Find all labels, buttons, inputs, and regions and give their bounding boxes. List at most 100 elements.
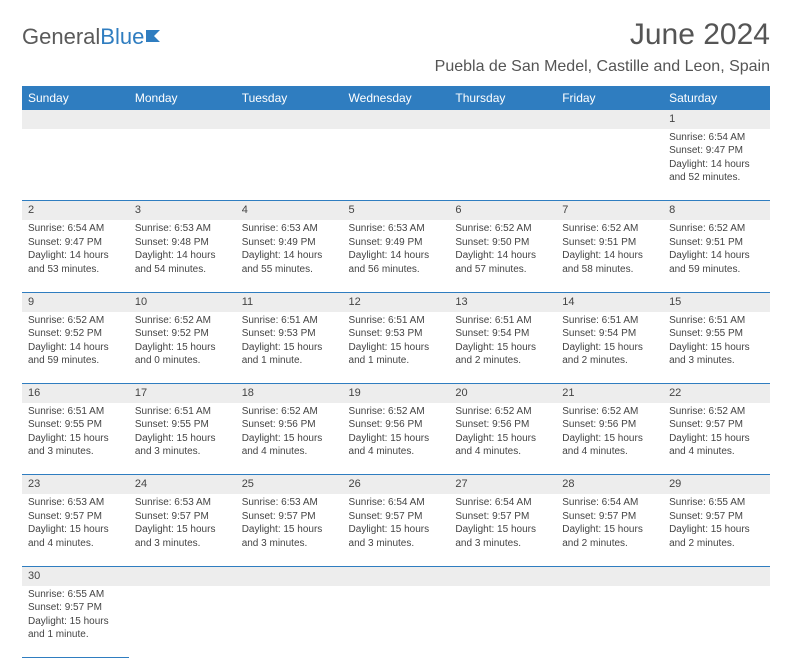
daylight-text: Daylight: 15 hours and 3 minutes. — [242, 523, 337, 550]
day-cell: Sunrise: 6:52 AMSunset: 9:56 PMDaylight:… — [343, 403, 450, 475]
day-cell — [236, 586, 343, 658]
day-number — [129, 110, 236, 129]
daylight-text: Daylight: 15 hours and 2 minutes. — [562, 523, 657, 550]
daylight-text: Daylight: 14 hours and 56 minutes. — [349, 249, 444, 276]
daylight-text: Daylight: 15 hours and 4 minutes. — [242, 432, 337, 459]
day-cell: Sunrise: 6:52 AMSunset: 9:57 PMDaylight:… — [663, 403, 770, 475]
day-number — [129, 566, 236, 585]
day-cell — [343, 586, 450, 658]
day-number: 12 — [343, 292, 450, 311]
sunset-text: Sunset: 9:47 PM — [669, 144, 764, 158]
daylight-text: Daylight: 15 hours and 1 minute. — [28, 615, 123, 642]
weekday-header: Monday — [129, 86, 236, 110]
day-cell: Sunrise: 6:53 AMSunset: 9:57 PMDaylight:… — [236, 494, 343, 566]
sunrise-text: Sunrise: 6:53 AM — [135, 222, 230, 236]
sunrise-text: Sunrise: 6:52 AM — [349, 405, 444, 419]
sunset-text: Sunset: 9:56 PM — [242, 418, 337, 432]
day-number — [449, 566, 556, 585]
day-number: 25 — [236, 475, 343, 494]
day-cell: Sunrise: 6:51 AMSunset: 9:55 PMDaylight:… — [663, 312, 770, 384]
sunrise-text: Sunrise: 6:52 AM — [455, 222, 550, 236]
day-number — [22, 110, 129, 129]
sunrise-text: Sunrise: 6:54 AM — [28, 222, 123, 236]
daylight-text: Daylight: 15 hours and 1 minute. — [242, 341, 337, 368]
sunset-text: Sunset: 9:57 PM — [562, 510, 657, 524]
day-cell — [556, 129, 663, 201]
day-cell: Sunrise: 6:53 AMSunset: 9:48 PMDaylight:… — [129, 220, 236, 292]
daynum-row: 16171819202122 — [22, 384, 770, 403]
daylight-text: Daylight: 15 hours and 3 minutes. — [135, 523, 230, 550]
sunrise-text: Sunrise: 6:52 AM — [669, 405, 764, 419]
sunrise-text: Sunrise: 6:51 AM — [242, 314, 337, 328]
sunrise-text: Sunrise: 6:53 AM — [349, 222, 444, 236]
title-block: June 2024 Puebla de San Medel, Castille … — [435, 18, 770, 76]
day-cell: Sunrise: 6:52 AMSunset: 9:56 PMDaylight:… — [556, 403, 663, 475]
week-row: Sunrise: 6:55 AMSunset: 9:57 PMDaylight:… — [22, 586, 770, 658]
sunset-text: Sunset: 9:57 PM — [28, 601, 123, 615]
sunset-text: Sunset: 9:56 PM — [349, 418, 444, 432]
daylight-text: Daylight: 14 hours and 57 minutes. — [455, 249, 550, 276]
day-number: 5 — [343, 201, 450, 220]
day-number: 27 — [449, 475, 556, 494]
sunset-text: Sunset: 9:55 PM — [669, 327, 764, 341]
daylight-text: Daylight: 15 hours and 0 minutes. — [135, 341, 230, 368]
day-cell — [449, 586, 556, 658]
day-cell: Sunrise: 6:51 AMSunset: 9:54 PMDaylight:… — [449, 312, 556, 384]
daylight-text: Daylight: 15 hours and 2 minutes. — [669, 523, 764, 550]
weekday-header: Sunday — [22, 86, 129, 110]
day-cell — [129, 586, 236, 658]
calendar-table: Sunday Monday Tuesday Wednesday Thursday… — [22, 86, 770, 658]
sunrise-text: Sunrise: 6:53 AM — [242, 222, 337, 236]
sunset-text: Sunset: 9:55 PM — [28, 418, 123, 432]
sunset-text: Sunset: 9:54 PM — [455, 327, 550, 341]
day-cell — [663, 586, 770, 658]
day-cell: Sunrise: 6:54 AMSunset: 9:57 PMDaylight:… — [556, 494, 663, 566]
sunrise-text: Sunrise: 6:51 AM — [455, 314, 550, 328]
day-cell: Sunrise: 6:55 AMSunset: 9:57 PMDaylight:… — [22, 586, 129, 658]
day-cell: Sunrise: 6:54 AMSunset: 9:47 PMDaylight:… — [22, 220, 129, 292]
daylight-text: Daylight: 15 hours and 3 minutes. — [135, 432, 230, 459]
day-number: 7 — [556, 201, 663, 220]
sunset-text: Sunset: 9:53 PM — [349, 327, 444, 341]
day-number: 24 — [129, 475, 236, 494]
day-number: 8 — [663, 201, 770, 220]
daylight-text: Daylight: 15 hours and 4 minutes. — [28, 523, 123, 550]
day-cell: Sunrise: 6:51 AMSunset: 9:55 PMDaylight:… — [129, 403, 236, 475]
day-cell: Sunrise: 6:53 AMSunset: 9:49 PMDaylight:… — [236, 220, 343, 292]
day-number: 23 — [22, 475, 129, 494]
week-row: Sunrise: 6:54 AMSunset: 9:47 PMDaylight:… — [22, 129, 770, 201]
daylight-text: Daylight: 15 hours and 3 minutes. — [28, 432, 123, 459]
day-cell: Sunrise: 6:54 AMSunset: 9:57 PMDaylight:… — [343, 494, 450, 566]
daylight-text: Daylight: 15 hours and 4 minutes. — [349, 432, 444, 459]
day-number: 15 — [663, 292, 770, 311]
day-number: 10 — [129, 292, 236, 311]
day-number — [556, 566, 663, 585]
weekday-header-row: Sunday Monday Tuesday Wednesday Thursday… — [22, 86, 770, 110]
weekday-header: Tuesday — [236, 86, 343, 110]
sunset-text: Sunset: 9:49 PM — [349, 236, 444, 250]
day-number: 28 — [556, 475, 663, 494]
sunset-text: Sunset: 9:56 PM — [455, 418, 550, 432]
day-number: 19 — [343, 384, 450, 403]
sunrise-text: Sunrise: 6:53 AM — [135, 496, 230, 510]
week-row: Sunrise: 6:53 AMSunset: 9:57 PMDaylight:… — [22, 494, 770, 566]
sunrise-text: Sunrise: 6:52 AM — [242, 405, 337, 419]
day-number: 17 — [129, 384, 236, 403]
sunrise-text: Sunrise: 6:52 AM — [28, 314, 123, 328]
sunset-text: Sunset: 9:49 PM — [242, 236, 337, 250]
day-number: 11 — [236, 292, 343, 311]
day-cell — [129, 129, 236, 201]
sunset-text: Sunset: 9:55 PM — [135, 418, 230, 432]
daylight-text: Daylight: 15 hours and 3 minutes. — [349, 523, 444, 550]
sunset-text: Sunset: 9:48 PM — [135, 236, 230, 250]
day-cell: Sunrise: 6:53 AMSunset: 9:49 PMDaylight:… — [343, 220, 450, 292]
sunrise-text: Sunrise: 6:54 AM — [562, 496, 657, 510]
daylight-text: Daylight: 14 hours and 59 minutes. — [28, 341, 123, 368]
sunrise-text: Sunrise: 6:54 AM — [455, 496, 550, 510]
sunrise-text: Sunrise: 6:51 AM — [28, 405, 123, 419]
sunrise-text: Sunrise: 6:53 AM — [28, 496, 123, 510]
sunset-text: Sunset: 9:57 PM — [242, 510, 337, 524]
day-number: 1 — [663, 110, 770, 129]
weekday-header: Saturday — [663, 86, 770, 110]
daylight-text: Daylight: 15 hours and 4 minutes. — [562, 432, 657, 459]
